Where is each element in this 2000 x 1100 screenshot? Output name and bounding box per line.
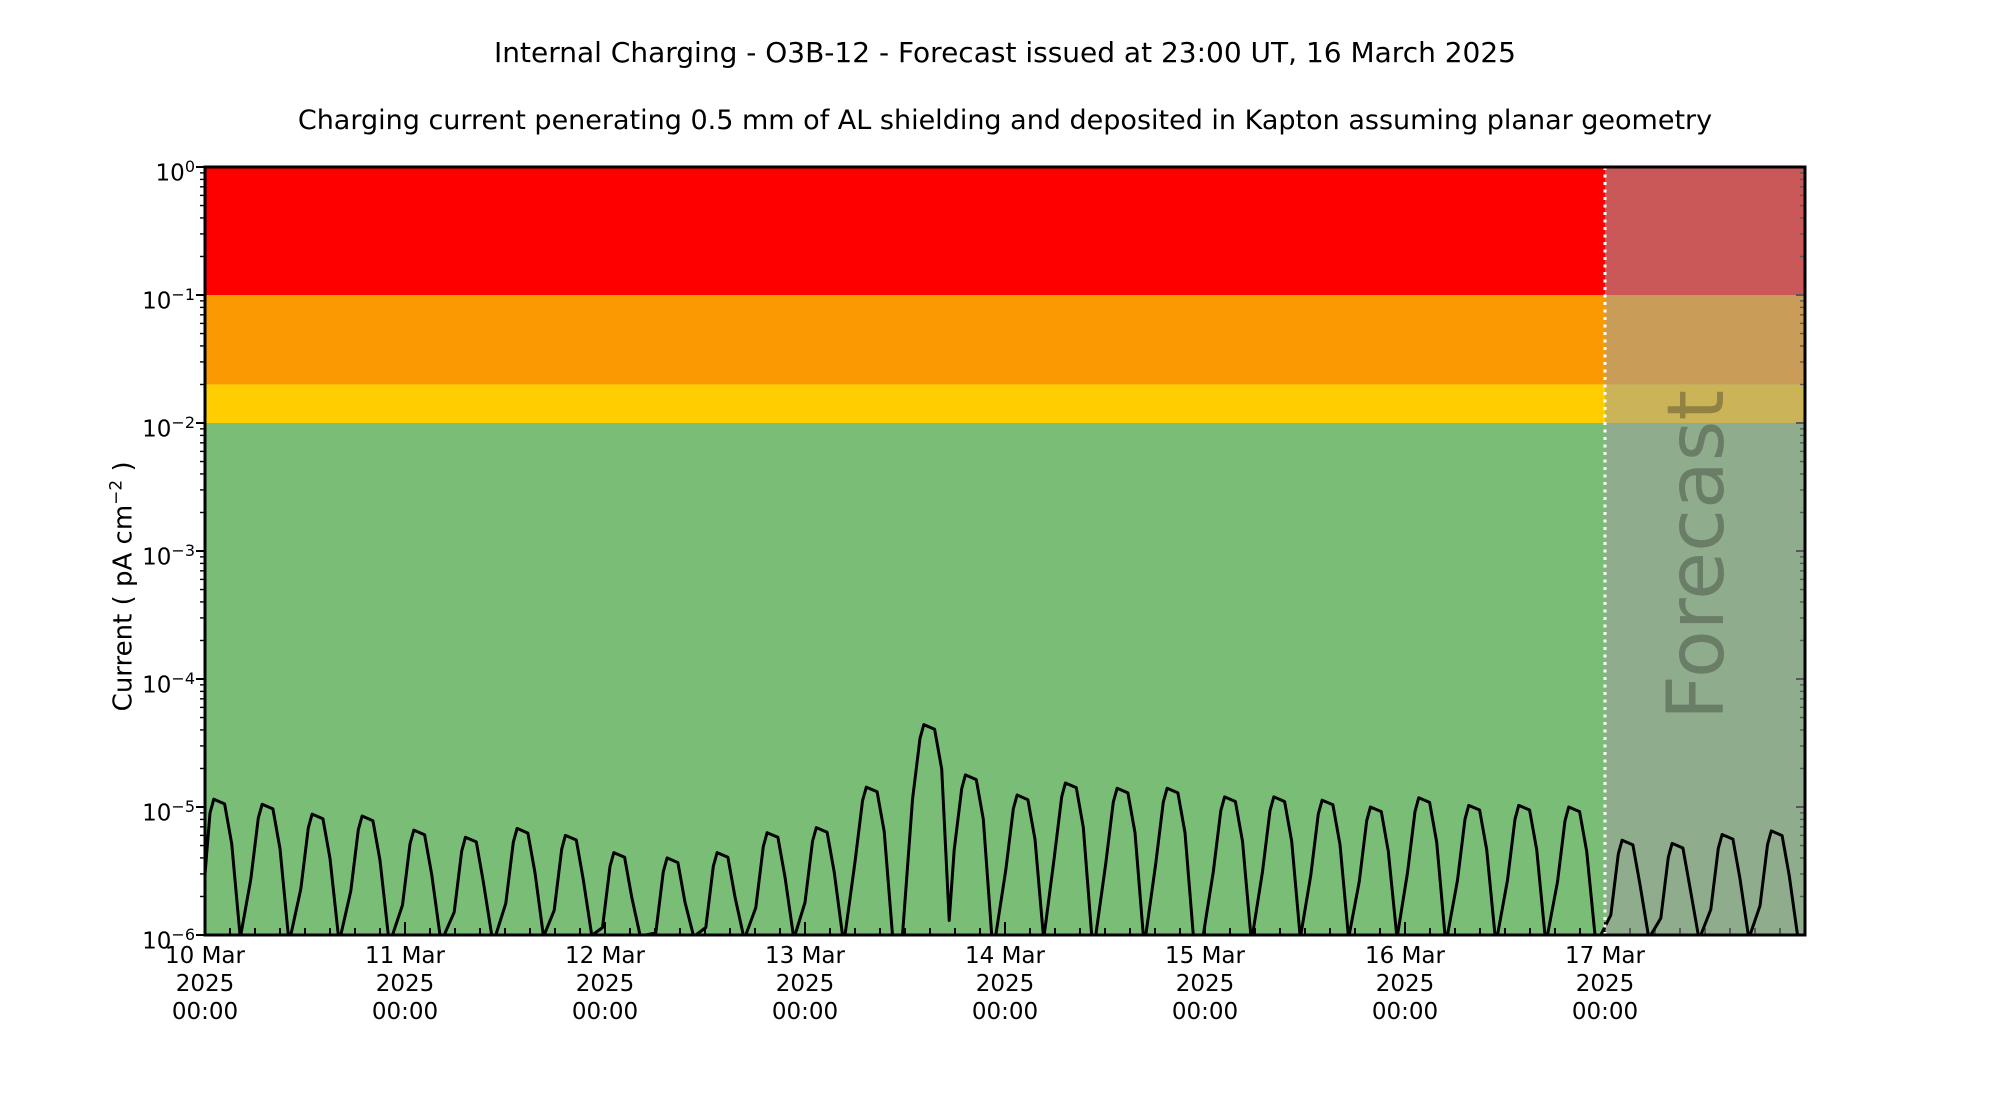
plot-area: Forecast — [196, 165, 1807, 937]
y-tick-label-1e0: 100 — [155, 157, 195, 187]
chart-title: Internal Charging - O3B-12 - Forecast is… — [493, 36, 1516, 69]
y-axis-label-exponent: −2 — [106, 479, 127, 505]
y-tick-label-1e-6: 10−6 — [142, 925, 195, 955]
x-tick-label-12-mar: 12 Mar 2025 00:00 — [565, 943, 645, 1025]
x-tick-label-10-mar: 10 Mar 2025 00:00 — [165, 943, 245, 1025]
forecast-overlay — [1605, 167, 1805, 935]
band-red-alert — [205, 167, 1805, 295]
x-tick-label-17-mar: 17 Mar 2025 00:00 — [1565, 943, 1645, 1025]
band-orange-alert — [205, 295, 1805, 385]
y-tick-label-1e-2: 10−2 — [142, 413, 195, 443]
chart-canvas: Forecast — [196, 165, 1807, 937]
x-tick-label-14-mar: 14 Mar 2025 00:00 — [965, 943, 1045, 1025]
x-tick-label-15-mar: 15 Mar 2025 00:00 — [1165, 943, 1245, 1025]
x-tick-label-16-mar: 16 Mar 2025 00:00 — [1365, 943, 1445, 1025]
x-tick-label-11-mar: 11 Mar 2025 00:00 — [365, 943, 445, 1025]
y-tick-label-1e-4: 10−4 — [142, 669, 195, 699]
band-green-safe — [205, 423, 1805, 935]
y-axis-label-close: ) — [108, 461, 139, 480]
plot-border — [203, 165, 1807, 937]
y-tick-label-1e-5: 10−5 — [142, 797, 195, 827]
x-tick-label-13-mar: 13 Mar 2025 00:00 — [765, 943, 845, 1025]
y-tick-label-1e-3: 10−3 — [142, 541, 195, 571]
forecast-label: Forecast — [1652, 390, 1742, 720]
y-tick-label-1e-1: 10−1 — [142, 285, 195, 315]
chart-subtitle: Charging current penerating 0.5 mm of AL… — [297, 105, 1713, 136]
band-yellow-alert — [205, 384, 1805, 423]
